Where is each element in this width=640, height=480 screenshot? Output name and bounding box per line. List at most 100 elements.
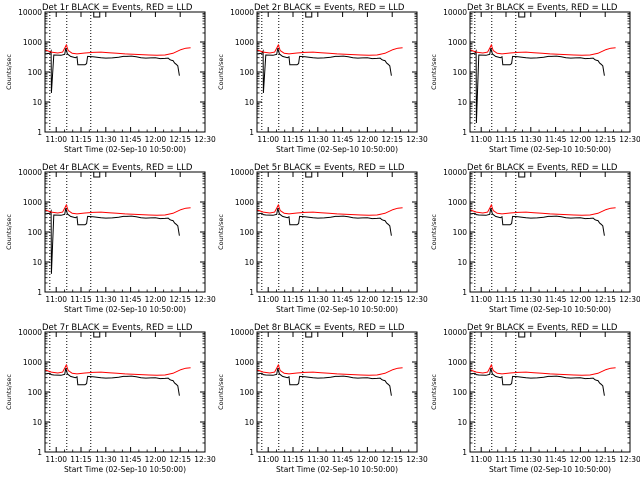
x-tick-label: 11:45: [120, 455, 142, 464]
x-tick-label: 11:30: [520, 455, 542, 464]
x-tick-label: 11:30: [95, 135, 117, 144]
x-tick-label: 11:45: [332, 135, 354, 144]
y-tick-label: 10: [32, 258, 42, 267]
detector-panel: Det 7r BLACK = Events, RED = LLD Counts/s…: [5, 323, 216, 474]
x-tick-label: 11:15: [70, 135, 92, 144]
interval-bracket: [518, 172, 526, 178]
x-axis-label: Start Time (02-Sep-10 10:50:00): [489, 145, 611, 154]
events-series-line: [469, 208, 605, 236]
x-tick-label: 12:00: [570, 295, 592, 304]
interval-bracket: [305, 172, 313, 178]
y-tick-label: 1000: [23, 198, 42, 207]
y-axis-label: Counts/sec: [5, 214, 13, 250]
x-tick-label: 12:15: [169, 295, 191, 304]
x-tick-label: 12:00: [145, 455, 167, 464]
y-tick-label: 1000: [448, 358, 467, 367]
x-axis-label: Start Time (02-Sep-10 10:50:00): [276, 465, 398, 474]
x-tick-label: 11:15: [70, 295, 92, 304]
x-tick-label: 12:15: [594, 295, 616, 304]
x-tick-label: 11:00: [470, 455, 492, 464]
y-tick-label: 1: [249, 128, 254, 137]
x-tick-label: 12:00: [357, 135, 379, 144]
x-tick-label: 11:15: [495, 455, 517, 464]
plot-frame: [256, 171, 418, 293]
y-tick-label: 1: [462, 128, 467, 137]
x-axis-label: Start Time (02-Sep-10 10:50:00): [276, 145, 398, 154]
plot-frame: [469, 11, 631, 133]
x-tick-label: 11:00: [45, 295, 67, 304]
lld-series-line: [44, 203, 191, 216]
y-axis-label: Counts/sec: [430, 374, 438, 410]
panel-title: Det 4r BLACK = Events, RED = LLD: [42, 163, 193, 173]
y-tick-label: 10000: [443, 328, 467, 337]
events-series-line: [44, 48, 180, 94]
x-tick-label: 12:30: [406, 295, 428, 304]
y-tick-label: 1000: [23, 38, 42, 47]
panel-title: Det 8r BLACK = Events, RED = LLD: [254, 323, 405, 333]
x-axis-label: Start Time (02-Sep-10 10:50:00): [276, 305, 398, 314]
x-axis-label: Start Time (02-Sep-10 10:50:00): [489, 305, 611, 314]
interval-bracket: [518, 332, 526, 338]
x-tick-label: 12:00: [570, 455, 592, 464]
interval-bracket: [305, 332, 313, 338]
y-tick-label: 1: [249, 448, 254, 457]
plot-frame: [44, 11, 206, 133]
y-tick-label: 100: [28, 68, 43, 77]
panel-title: Det 3r BLACK = Events, RED = LLD: [467, 3, 618, 13]
y-axis-label: Counts/sec: [217, 214, 225, 250]
detector-panel: Det 2r BLACK = Events, RED = LLD Counts/s…: [217, 3, 428, 154]
y-tick-label: 1: [37, 448, 42, 457]
y-tick-label: 10: [457, 258, 467, 267]
x-tick-label: 11:00: [45, 455, 67, 464]
panel-title: Det 5r BLACK = Events, RED = LLD: [254, 163, 405, 173]
y-axis-label: Counts/sec: [430, 54, 438, 90]
x-tick-label: 12:00: [357, 455, 379, 464]
x-tick-label: 12:30: [194, 455, 216, 464]
lld-series-line: [256, 43, 403, 56]
y-tick-label: 10: [244, 98, 254, 107]
interval-bracket: [305, 12, 313, 18]
y-tick-label: 10: [457, 98, 467, 107]
plot-frame: [469, 171, 631, 293]
x-tick-label: 12:15: [381, 295, 403, 304]
x-tick-label: 12:30: [406, 455, 428, 464]
y-tick-label: 100: [240, 228, 255, 237]
y-tick-label: 100: [28, 228, 43, 237]
x-tick-label: 12:00: [145, 135, 167, 144]
y-axis-label: Counts/sec: [430, 214, 438, 250]
interval-bracket: [93, 332, 101, 338]
x-tick-label: 12:30: [194, 135, 216, 144]
events-series-line: [256, 208, 392, 236]
y-axis-label: Counts/sec: [217, 54, 225, 90]
panel-title: Det 7r BLACK = Events, RED = LLD: [42, 323, 193, 333]
x-tick-label: 12:15: [381, 135, 403, 144]
detector-panel: Det 5r BLACK = Events, RED = LLD Counts/s…: [217, 163, 428, 314]
lld-series-line: [469, 203, 616, 216]
y-axis-label: Counts/sec: [217, 374, 225, 410]
y-tick-label: 10000: [443, 168, 467, 177]
y-tick-label: 100: [453, 388, 468, 397]
y-tick-label: 1: [462, 288, 467, 297]
x-tick-label: 11:30: [307, 135, 329, 144]
interval-bracket: [93, 172, 101, 178]
y-tick-label: 1000: [235, 38, 254, 47]
x-tick-label: 12:15: [594, 135, 616, 144]
plot-frame: [256, 11, 418, 133]
y-tick-label: 1000: [235, 198, 254, 207]
x-tick-label: 11:45: [545, 455, 567, 464]
x-tick-label: 11:00: [257, 455, 279, 464]
x-tick-label: 12:15: [169, 135, 191, 144]
x-tick-label: 11:15: [495, 295, 517, 304]
interval-bracket: [518, 12, 526, 18]
x-tick-label: 11:45: [332, 455, 354, 464]
x-tick-label: 11:15: [495, 135, 517, 144]
y-tick-label: 100: [28, 388, 43, 397]
x-tick-label: 11:00: [257, 135, 279, 144]
plot-frame: [44, 331, 206, 453]
x-tick-label: 11:00: [470, 295, 492, 304]
detector-panel: Det 8r BLACK = Events, RED = LLD Counts/s…: [217, 323, 428, 474]
y-tick-label: 100: [453, 228, 468, 237]
y-tick-label: 1000: [23, 358, 42, 367]
detector-panel: Det 1r BLACK = Events, RED = LLD Counts/s…: [5, 3, 216, 154]
